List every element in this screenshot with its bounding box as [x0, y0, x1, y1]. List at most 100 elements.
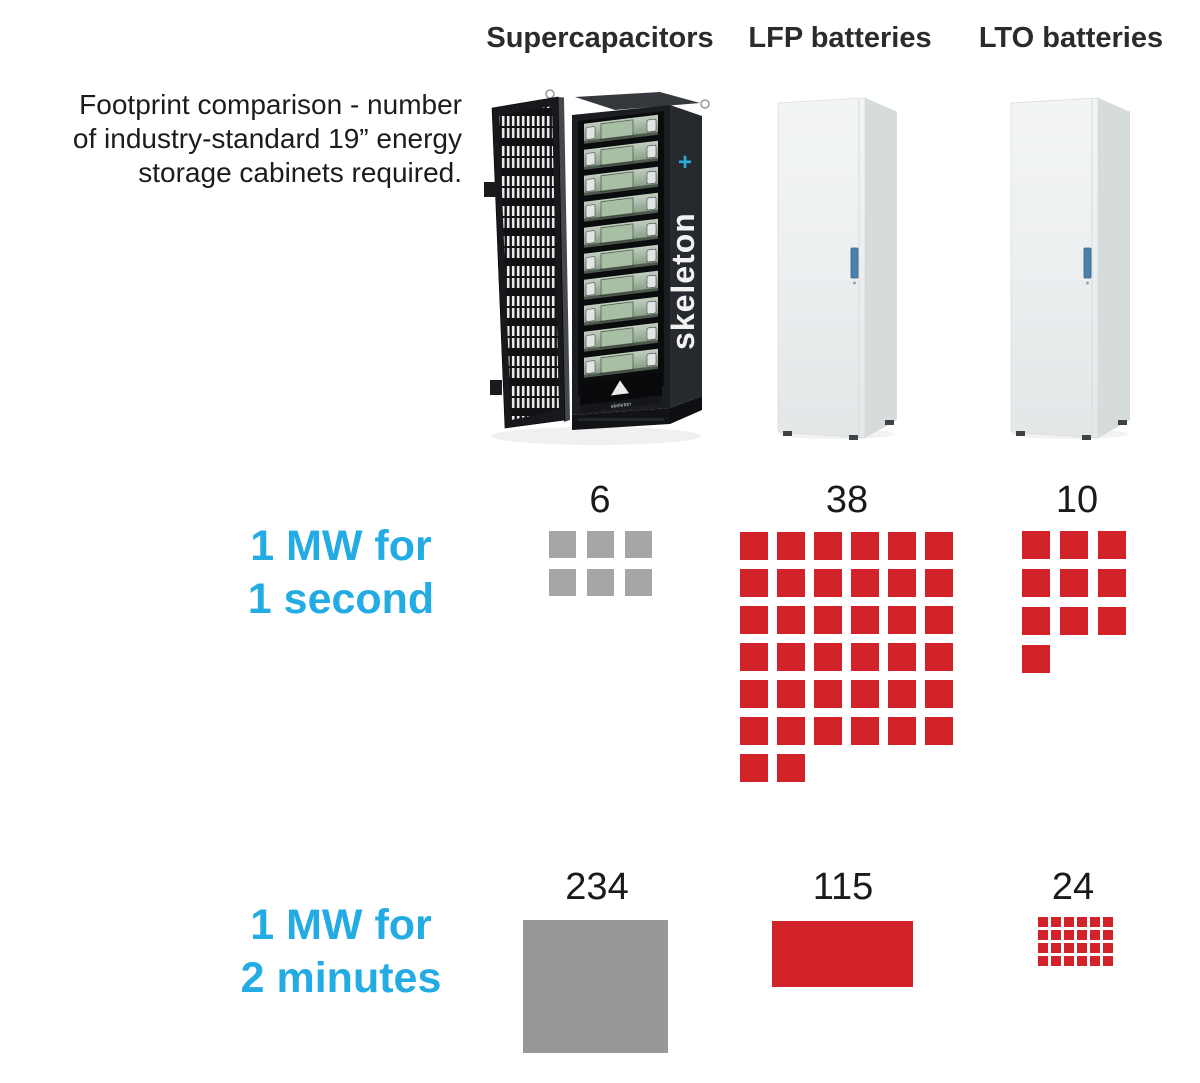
pictogram-2m-lfp — [772, 921, 913, 987]
unit-square — [777, 643, 805, 671]
unit-square — [777, 754, 805, 782]
unit-square — [814, 717, 842, 745]
unit-square — [1077, 943, 1087, 953]
unit-square — [1038, 930, 1048, 940]
cabinet-foot — [849, 435, 858, 440]
pictogram-1s-lfp — [740, 532, 953, 782]
row-label-2-minutes: 1 MW for 2 minutes — [240, 901, 442, 1002]
unit-square — [814, 680, 842, 708]
unit-square — [888, 532, 916, 560]
unit-square — [1090, 956, 1100, 966]
unit-square — [549, 531, 576, 558]
cabinet-foot — [1016, 431, 1025, 436]
unit-square — [1090, 943, 1100, 953]
column-header-lfp: LFP batteries — [748, 22, 932, 54]
unit-square — [925, 680, 953, 708]
unit-square — [1103, 943, 1113, 953]
count-label-1s-lfp: 38 — [825, 479, 869, 521]
unit-square — [814, 643, 842, 671]
unit-square — [925, 717, 953, 745]
cabinet-foot — [885, 420, 894, 425]
unit-square — [777, 569, 805, 597]
count-label-1s-lto: 10 — [1055, 479, 1099, 521]
cabinet-foot — [1082, 435, 1091, 440]
rack-door-open — [484, 96, 570, 429]
unit-square — [1051, 956, 1061, 966]
count-label-1s-supercapacitors: 6 — [589, 479, 611, 521]
unit-square — [1077, 930, 1087, 940]
pictogram-2m-supercapacitors — [523, 920, 668, 1053]
unit-square — [587, 531, 614, 558]
column-header-lto: LTO batteries — [978, 22, 1164, 54]
cabinet-handle-icon — [1083, 247, 1092, 279]
unit-square — [777, 680, 805, 708]
unit-square — [1051, 917, 1061, 927]
unit-square — [625, 531, 652, 558]
module-logo-icon — [611, 380, 629, 396]
unit-square — [740, 606, 768, 634]
cabinet-door — [1010, 97, 1099, 439]
unit-square — [740, 532, 768, 560]
pictogram-1s-lto — [1022, 531, 1126, 673]
unit-square — [925, 532, 953, 560]
cabinet-foot — [1118, 420, 1127, 425]
lifting-eye-icon — [545, 89, 555, 99]
unit-square — [1103, 930, 1113, 940]
unit-square — [1060, 607, 1088, 635]
chart-title-line: Footprint comparison - number — [79, 89, 462, 120]
unit-square — [1098, 531, 1126, 559]
unit-square — [740, 754, 768, 782]
unit-square — [888, 680, 916, 708]
unit-square — [777, 532, 805, 560]
brand-plus-mark: + — [678, 149, 692, 176]
chart-title-line: storage cabinets required. — [138, 157, 462, 188]
unit-square — [851, 569, 879, 597]
unit-square — [1060, 531, 1088, 559]
unit-square — [549, 569, 576, 596]
cabinet-door — [777, 97, 866, 439]
brand-side-text: skeleton — [665, 212, 701, 350]
unit-square — [851, 717, 879, 745]
unit-square — [1038, 956, 1048, 966]
lfp-cabinet-image — [777, 97, 898, 440]
rack-body: skeleton — [572, 105, 702, 430]
unit-square — [1064, 943, 1074, 953]
unit-square — [851, 643, 879, 671]
door-hinge-icon — [484, 182, 496, 197]
unit-square — [1064, 956, 1074, 966]
unit-square — [851, 606, 879, 634]
rack-side-panel: + skeleton — [665, 105, 702, 408]
unit-square — [888, 606, 916, 634]
row-label-1-second: 1 MW for 1 second — [247, 522, 435, 623]
unit-square — [1064, 917, 1074, 927]
rack-base-label: skeleton — [611, 402, 631, 410]
unit-square — [888, 643, 916, 671]
unit-square — [888, 569, 916, 597]
rack-top — [545, 89, 710, 110]
lto-cabinet-image — [1010, 97, 1131, 440]
unit-square — [925, 569, 953, 597]
supercapacitor-cabinet-image: + skeleton skeleton — [484, 89, 710, 445]
count-label-2m-supercapacitors: 234 — [565, 866, 629, 908]
unit-square — [740, 680, 768, 708]
unit-square — [777, 717, 805, 745]
unit-square — [587, 569, 614, 596]
cabinet-shadow — [491, 427, 701, 445]
unit-square — [814, 532, 842, 560]
unit-square — [925, 606, 953, 634]
chart-title: Footprint comparison - number of industr… — [40, 88, 462, 190]
unit-square — [1051, 943, 1061, 953]
unit-square — [625, 569, 652, 596]
unit-square — [1038, 917, 1048, 927]
pictogram-2m-lto — [1038, 917, 1113, 966]
unit-square — [1077, 917, 1087, 927]
unit-square — [777, 606, 805, 634]
unit-square — [740, 717, 768, 745]
unit-square — [1051, 930, 1061, 940]
unit-square — [888, 717, 916, 745]
unit-square — [1077, 956, 1087, 966]
unit-square — [814, 569, 842, 597]
unit-square — [1038, 943, 1048, 953]
cabinet-handle-icon — [850, 247, 859, 279]
unit-square — [851, 680, 879, 708]
